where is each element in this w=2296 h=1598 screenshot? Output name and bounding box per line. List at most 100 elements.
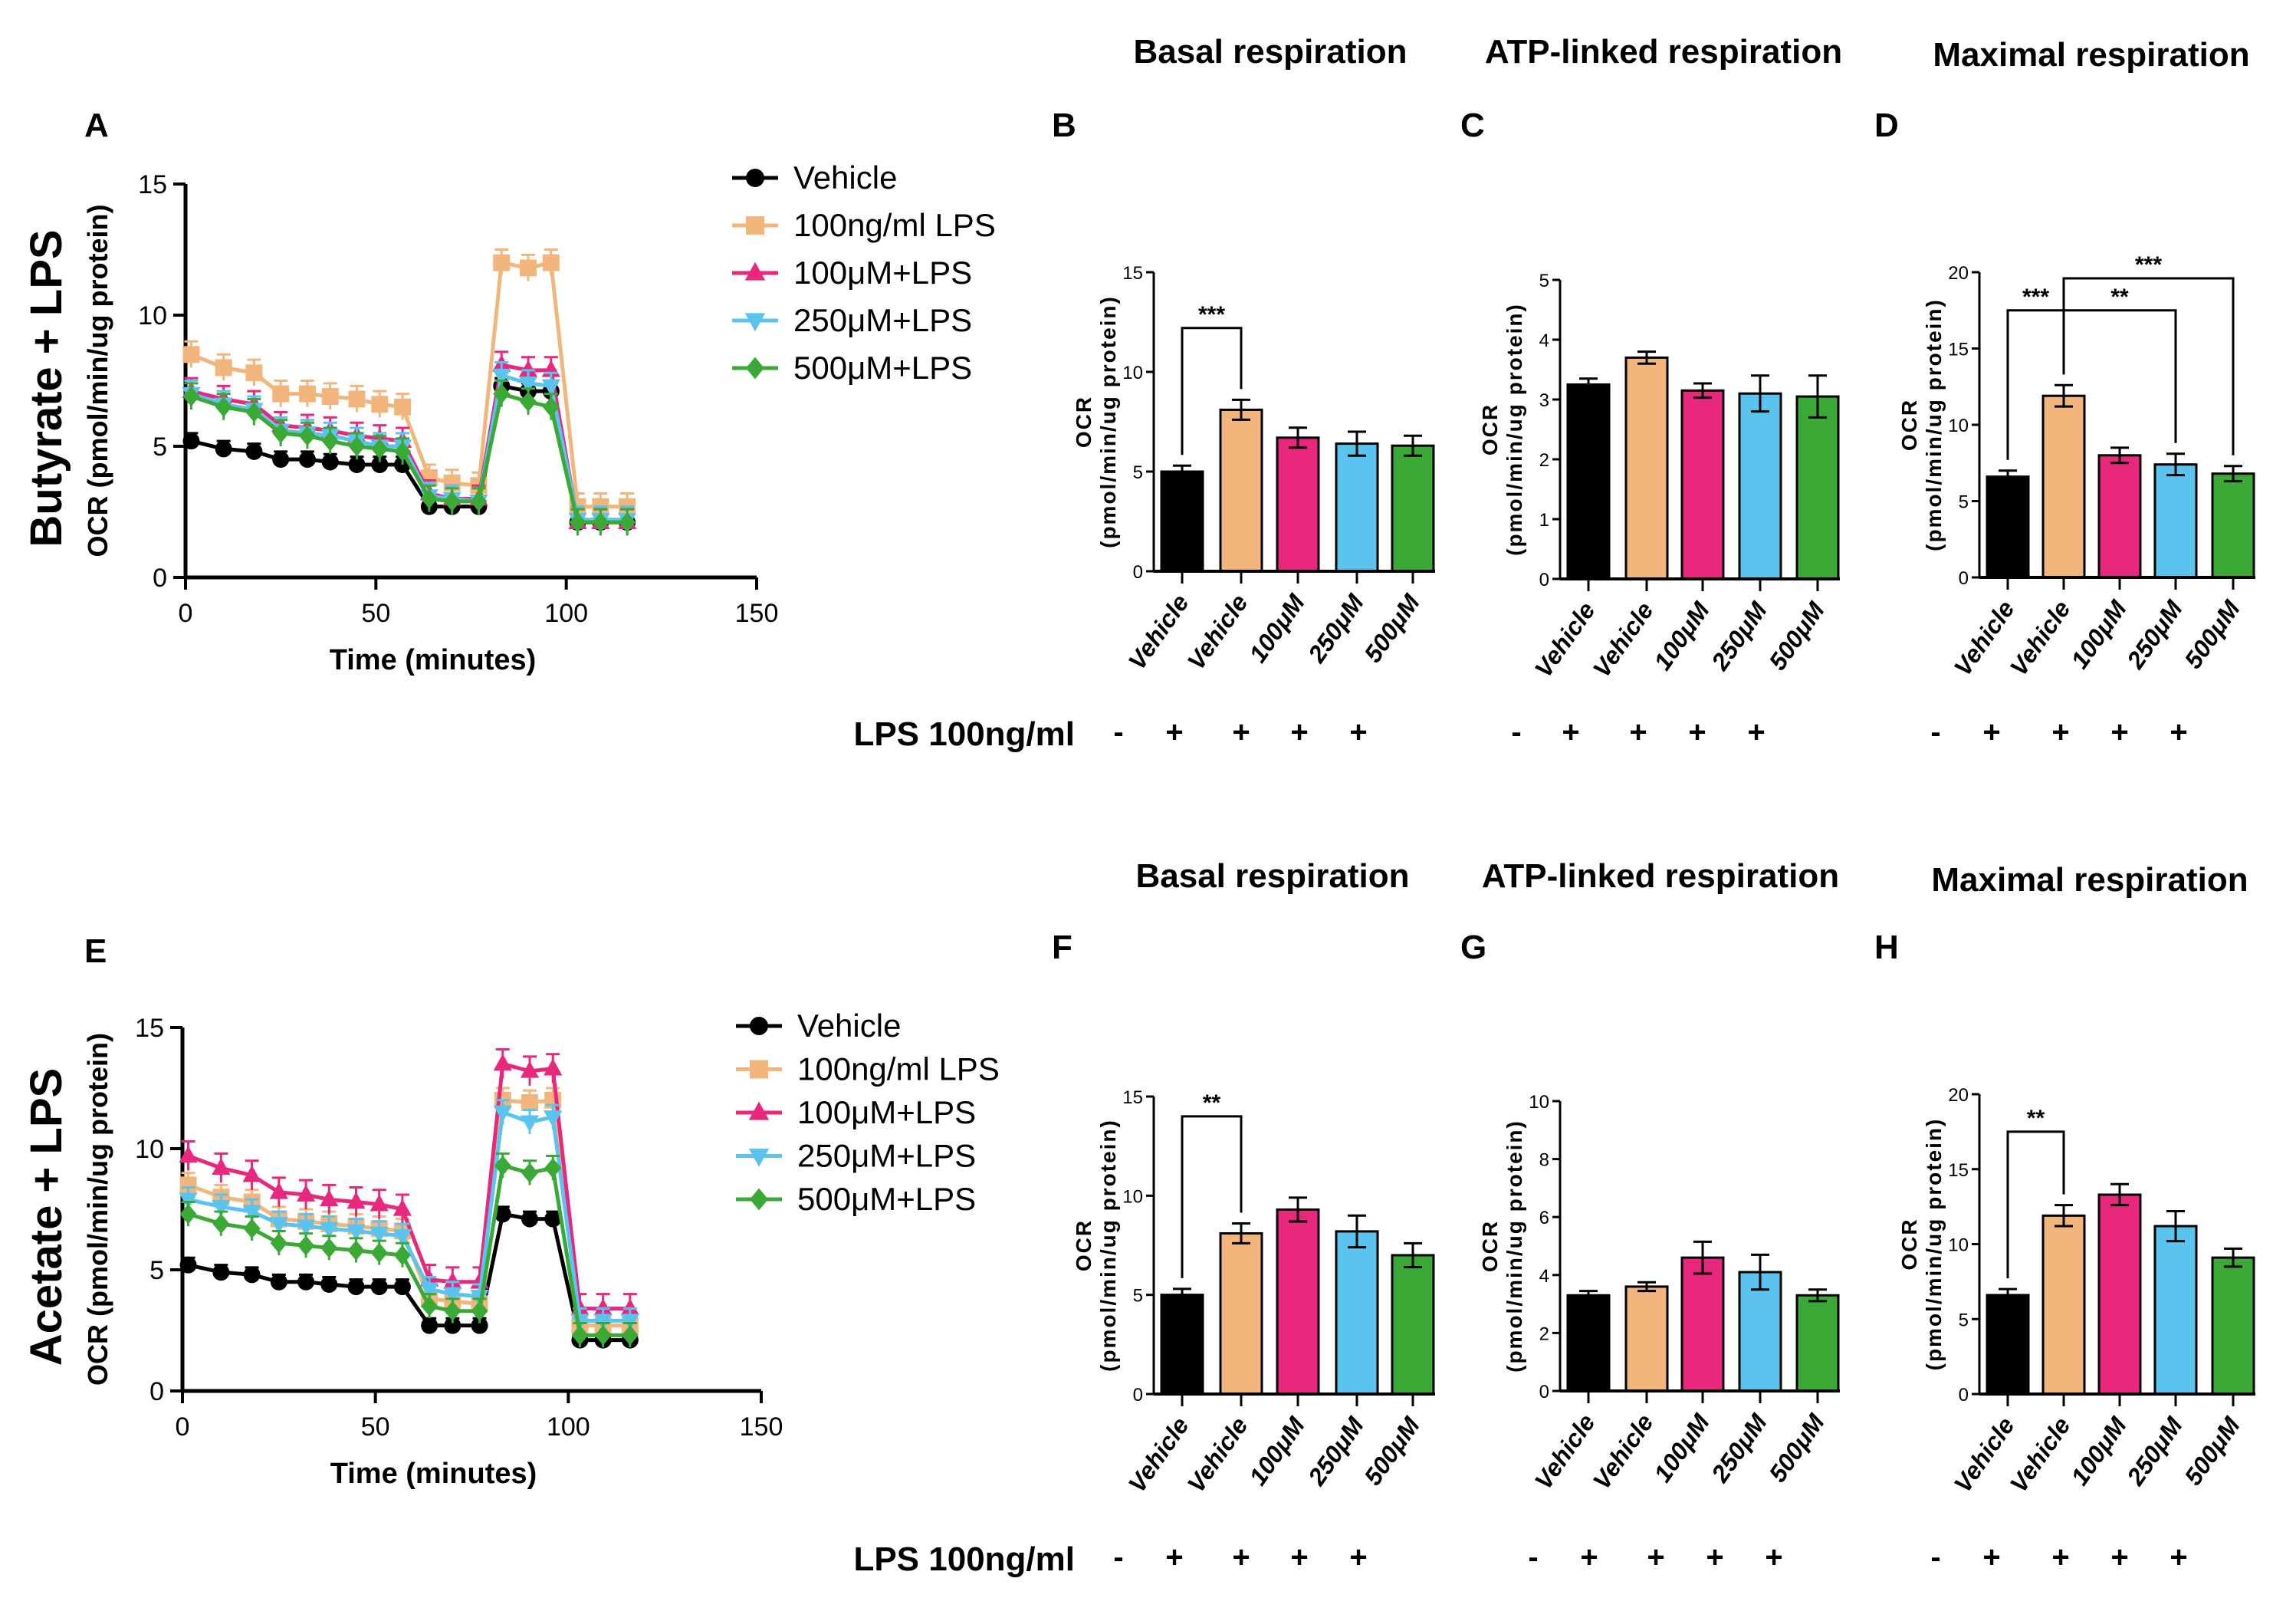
x-tick-label: 100μM — [2065, 594, 2132, 673]
data-point — [493, 1105, 512, 1123]
y-axis-title: OCR (pmol/min/ug protein) — [82, 205, 113, 557]
y-axis-title: OCR — [1478, 403, 1502, 455]
data-point — [182, 346, 200, 363]
legend-marker — [744, 261, 766, 281]
data-point — [592, 511, 609, 533]
data-point — [569, 511, 586, 533]
legend-label: 100μM+LPS — [793, 255, 972, 291]
data-point — [179, 1146, 198, 1163]
x-tick-label: 250μM — [2121, 1411, 2189, 1491]
x-tick-label: 250μM — [2121, 594, 2189, 674]
panel-title: Maximal respiration — [1933, 36, 2249, 74]
y-tick-label: 2 — [1539, 450, 1549, 471]
bar — [2153, 1225, 2198, 1396]
data-point — [298, 451, 316, 469]
x-tick-label: 100μM — [1243, 588, 1310, 667]
lps-sign: + — [1232, 715, 1250, 749]
bar — [1624, 1285, 1669, 1392]
data-point — [182, 432, 200, 450]
data-point — [245, 442, 263, 460]
data-point — [298, 426, 316, 446]
bar — [1335, 1230, 1379, 1396]
data-point — [619, 511, 636, 533]
bar — [1986, 475, 2030, 579]
lps-sign: + — [1647, 1540, 1664, 1574]
lps-sign: - — [1113, 715, 1123, 749]
significance-bracket — [2062, 277, 2235, 455]
y-tick-label: 10 — [1122, 363, 1143, 383]
bar — [1680, 389, 1725, 580]
x-tick-label: 250μM — [1706, 596, 1773, 676]
panel-letter: A — [84, 107, 109, 144]
y-tick-label: 0 — [1539, 570, 1549, 590]
bar — [1276, 1208, 1320, 1396]
bar — [1276, 436, 1320, 573]
y-axis-title: (pmol/min/ug protein) — [1503, 303, 1526, 556]
y-axis-title: OCR — [1072, 1219, 1095, 1271]
data-point — [394, 398, 412, 416]
series-2 — [179, 1047, 639, 1323]
bar — [1795, 1294, 1840, 1392]
legend-marker — [748, 1148, 770, 1167]
data-point — [243, 1218, 261, 1239]
bar — [2211, 1256, 2255, 1396]
x-tick-label: 100μM — [1648, 1408, 1715, 1487]
data-point — [179, 1256, 197, 1274]
bar — [1680, 1256, 1725, 1392]
data-point — [270, 1233, 287, 1254]
lps-sign: + — [1747, 715, 1765, 749]
y-axis-title: (pmol/min/ug protein) — [1922, 298, 1946, 551]
significance-bracket — [1181, 327, 1243, 455]
series-4 — [182, 380, 636, 536]
y-tick-label: 10 — [135, 1135, 164, 1164]
data-point — [421, 1317, 439, 1334]
data-point — [370, 1194, 389, 1212]
data-point — [370, 1226, 389, 1244]
x-tick-label: Vehicle — [1182, 589, 1253, 674]
x-tick-label: 100 — [544, 599, 588, 628]
data-point — [393, 1228, 412, 1246]
x-axis-title: Time (minutes) — [330, 644, 537, 676]
data-point — [471, 1317, 488, 1334]
legend-label: 500μM+LPS — [797, 1181, 976, 1217]
data-point — [270, 1273, 287, 1291]
data-point — [443, 1271, 462, 1289]
x-tick-label: Vehicle — [1529, 597, 1601, 682]
data-point — [371, 396, 389, 413]
x-tick-label: Vehicle — [1123, 589, 1194, 674]
significance-label: *** — [2022, 284, 2049, 310]
y-tick-label: 0 — [1133, 1385, 1143, 1406]
data-point — [297, 1273, 315, 1291]
data-point — [215, 396, 232, 417]
data-point — [520, 259, 537, 277]
panel-letter: F — [1052, 929, 1072, 966]
significance-bracket — [2006, 1130, 2065, 1279]
lps-sign: + — [1232, 1540, 1250, 1574]
x-tick-label: 150 — [735, 599, 779, 628]
x-tick-label: 500μM — [1358, 588, 1425, 667]
legend-label: Vehicle — [797, 1008, 901, 1044]
data-point — [493, 254, 511, 271]
lps-sign: + — [1688, 715, 1706, 749]
data-point — [179, 1204, 197, 1225]
x-tick-label: Vehicle — [1123, 1412, 1194, 1497]
y-tick-label: 0 — [1539, 1382, 1549, 1402]
y-tick-label: 2 — [1539, 1323, 1549, 1344]
panel-letter: H — [1874, 929, 1899, 966]
data-point — [370, 1278, 388, 1296]
row-title: Acetate + LPS — [21, 1068, 71, 1366]
y-tick-label: 15 — [138, 170, 167, 199]
data-point — [444, 1300, 461, 1321]
data-point — [296, 1219, 316, 1237]
x-tick-label: 50 — [361, 599, 390, 628]
x-tick-label: 50 — [361, 1412, 390, 1442]
y-axis-title: (pmol/min/ug protein) — [1096, 1119, 1120, 1372]
series-line — [190, 260, 628, 509]
data-point — [296, 1184, 316, 1202]
data-point — [321, 453, 339, 471]
x-tick-label: 100μM — [2065, 1411, 2132, 1490]
legend-label: 250μM+LPS — [793, 302, 972, 338]
lps-sign: - — [1511, 715, 1521, 749]
data-point — [542, 254, 560, 271]
